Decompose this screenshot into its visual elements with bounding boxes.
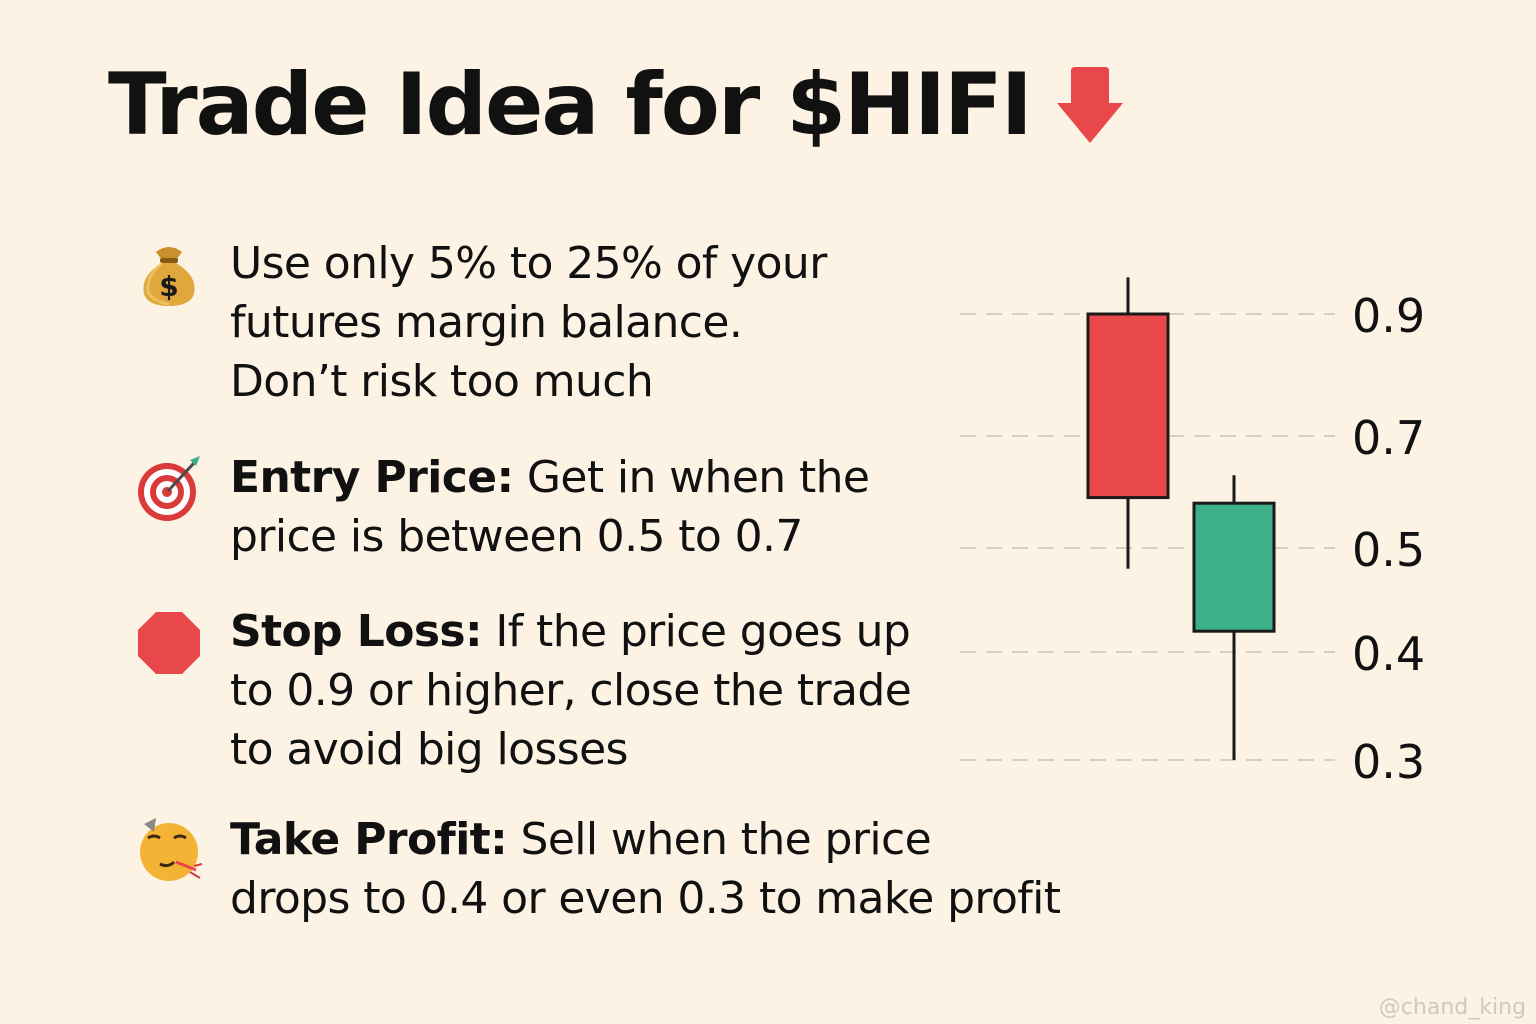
party-face-icon [140,818,203,881]
candle-body [1086,312,1170,500]
y-tick-label: 0.5 [1352,523,1425,577]
item-line: Entry Price: Get in when the [230,448,870,507]
svg-text:$: $ [159,270,178,303]
list-item-margin: $ Use only 5% to 25% of your futures mar… [134,234,827,411]
item-lead: Stop Loss: [230,606,483,657]
list-item-stop-loss: Stop Loss: If the price goes up to 0.9 o… [134,602,912,779]
item-line-text: Get in when the [513,452,870,503]
item-line-text: If the price goes up [482,606,911,657]
title-text: Trade Idea for $HIFI [108,55,1033,155]
item-lead: Take Profit: [230,814,508,865]
item-line-text: Sell when the price [507,814,932,865]
item-line: drops to 0.4 or even 0.3 to make profit [230,873,1061,924]
item-line: Don’t risk too much [230,356,654,407]
item-line: Use only 5% to 25% of your [230,238,827,289]
y-tick-label: 0.3 [1352,735,1425,789]
money-bag-icon: $ [143,247,195,306]
list-item-entry-price: Entry Price: Get in when the price is be… [134,448,870,566]
candle-body [1192,501,1276,633]
watermark: @chand_king [1378,995,1526,1020]
y-tick-label: 0.4 [1352,627,1425,681]
item-line: to 0.9 or higher, close the trade [230,665,912,716]
list-item-take-profit: Take Profit: Sell when the price drops t… [134,810,1061,928]
target-icon [138,456,200,521]
item-line: price is between 0.5 to 0.7 [230,511,803,562]
page-title: Trade Idea for $HIFI [108,62,1127,148]
candlestick-chart: 0.9 0.7 0.5 0.4 0.3 [960,277,1425,789]
stop-sign-icon [138,612,200,674]
item-lead: Entry Price: [230,452,514,503]
item-line: to avoid big losses [230,724,628,775]
y-tick-label: 0.9 [1352,289,1425,343]
red-down-arrow-icon [1056,67,1123,143]
item-line: Take Profit: Sell when the price [230,810,1060,869]
item-line: futures margin balance. [230,297,743,348]
item-line: Stop Loss: If the price goes up [230,602,911,661]
y-tick-label: 0.7 [1352,411,1425,465]
